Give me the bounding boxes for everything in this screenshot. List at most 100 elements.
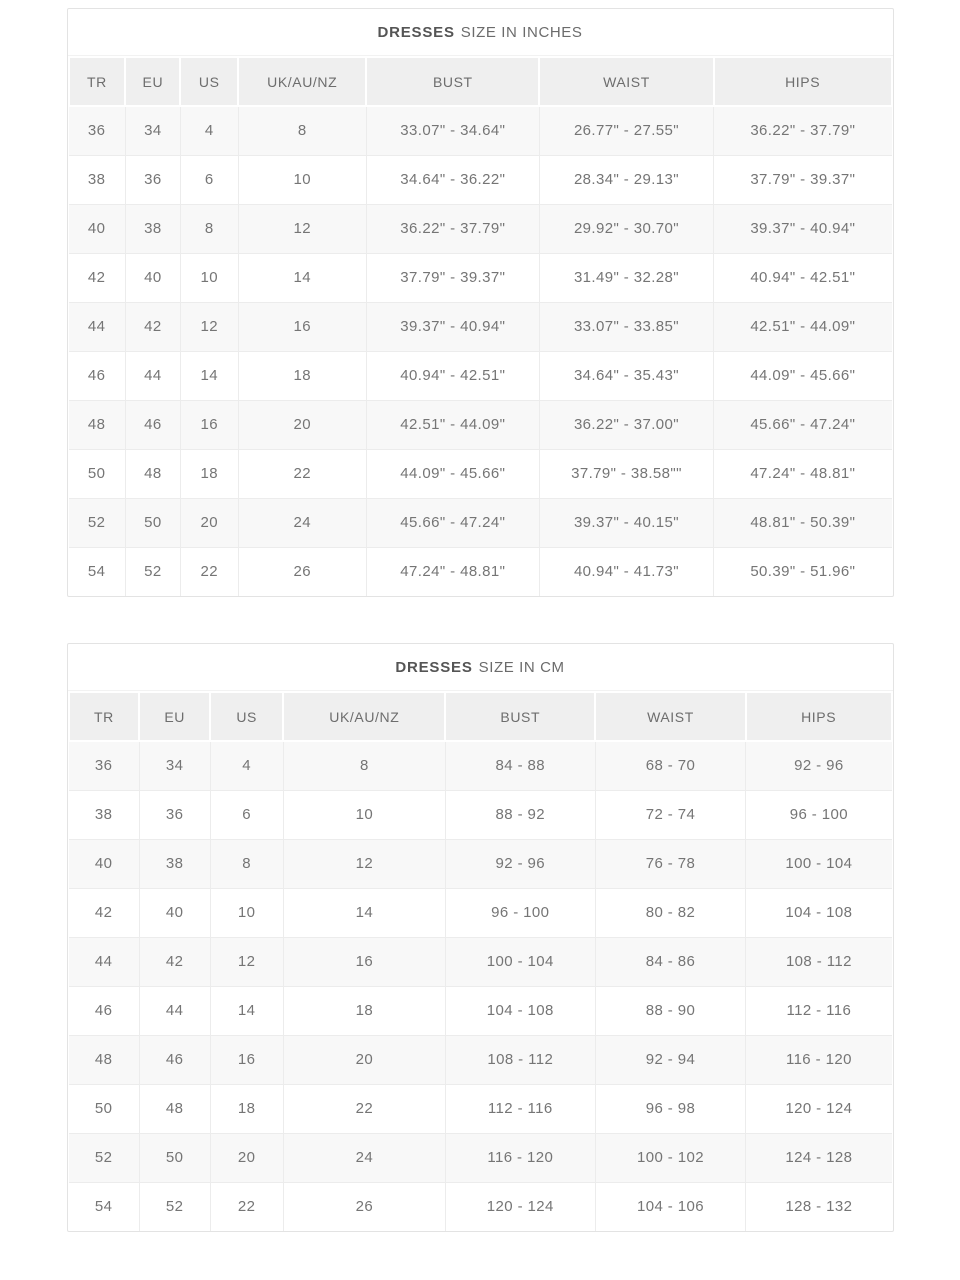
table-cell: 48 <box>68 1034 140 1085</box>
table-cell: 47.24" - 48.81" <box>365 546 540 596</box>
table-cell: 96 - 100 <box>745 789 892 840</box>
table-row: 48 46 16 20 108 - 112 92 - 94 116 - 120 <box>68 1034 892 1085</box>
table-cell: 38 <box>124 203 181 254</box>
table-cell: 10 <box>209 887 284 938</box>
table-cell: 12 <box>282 838 446 889</box>
table-cell: 124 - 128 <box>745 1132 892 1183</box>
table-cell: 128 - 132 <box>745 1181 892 1231</box>
size-table-cm: TR EU US UK/AU/NZ BUST WAIST HIPS 36 34 4 8 84 - 8… <box>67 691 893 1231</box>
table-cell: 116 - 120 <box>444 1132 596 1183</box>
table-cell: 34.64" - 36.22" <box>365 154 540 205</box>
table-cell: 48 <box>68 399 126 450</box>
table-cell: 16 <box>209 1034 284 1085</box>
table-cell: 104 - 106 <box>594 1181 747 1231</box>
table-cell: 20 <box>179 497 239 548</box>
column-header: US <box>179 56 240 107</box>
table-cell: 36.22" - 37.79" <box>713 105 892 156</box>
table-cell: 44 <box>68 936 140 987</box>
table-cell: 42.51" - 44.09" <box>713 301 892 352</box>
column-header: TR <box>67 691 141 742</box>
table-row: 52 50 20 24 116 - 120 100 - 102 124 - 128 <box>68 1132 892 1183</box>
table-cell: 68 - 70 <box>594 740 747 791</box>
table-row: 42 40 10 14 37.79" - 39.37" 31.49" - 32.28" 40… <box>68 252 892 303</box>
table-cell: 38 <box>138 838 211 889</box>
table-cell: 22 <box>209 1181 284 1231</box>
table-cell: 39.37" - 40.15" <box>538 497 715 548</box>
table-cell: 42 <box>124 301 181 352</box>
table-cell: 45.66" - 47.24" <box>713 399 892 450</box>
table-row: 44 42 12 16 39.37" - 40.94" 33.07" - 33.85" 42… <box>68 301 892 352</box>
table-row: 50 48 18 22 44.09" - 45.66" 37.79" - 38.58"" 4… <box>68 448 892 499</box>
table-cell: 44 <box>68 301 126 352</box>
table-cell: 29.92" - 30.70" <box>538 203 715 254</box>
table-title-inches: DRESSES SIZE IN INCHES <box>67 9 893 56</box>
table-cell: 100 - 102 <box>594 1132 747 1183</box>
table-cell: 36.22" - 37.00" <box>538 399 715 450</box>
column-header: EU <box>124 56 182 107</box>
table-cell: 6 <box>179 154 239 205</box>
table-row: 44 42 12 16 100 - 104 84 - 86 108 - 112 <box>68 936 892 987</box>
table-row: 42 40 10 14 96 - 100 80 - 82 104 - 108 <box>68 887 892 938</box>
table-cell: 120 - 124 <box>444 1181 596 1231</box>
table-cell: 40 <box>124 252 181 303</box>
table-row: 40 38 8 12 36.22" - 37.79" 29.92" - 30.70" 39.… <box>68 203 892 254</box>
table-title-unit: SIZE IN INCHES <box>460 23 583 41</box>
column-header: EU <box>138 691 212 742</box>
table-cell: 14 <box>237 252 367 303</box>
table-cell: 44 <box>124 350 181 401</box>
table-cell: 36 <box>68 740 140 791</box>
table-cell: 52 <box>138 1181 211 1231</box>
table-cell: 18 <box>282 985 446 1036</box>
table-row: 38 36 6 10 34.64" - 36.22" 28.34" - 29.13" 37.… <box>68 154 892 205</box>
table-cell: 22 <box>282 1083 446 1134</box>
table-cell: 76 - 78 <box>594 838 747 889</box>
size-table-cm-section: DRESSES SIZE IN CM TR EU US UK/AU/NZ BUST WAI… <box>66 643 894 1232</box>
table-cell: 46 <box>68 350 126 401</box>
table-cell: 34.64" - 35.43" <box>538 350 715 401</box>
table-cell: 50 <box>138 1132 211 1183</box>
table-cell: 96 - 98 <box>594 1083 747 1134</box>
column-header: UK/AU/NZ <box>237 56 368 107</box>
table-cell: 47.24" - 48.81" <box>713 448 892 499</box>
table-cell: 39.37" - 40.94" <box>365 301 540 352</box>
table-row: 48 46 16 20 42.51" - 44.09" 36.22" - 37.00" 45… <box>68 399 892 450</box>
table-row: 54 52 22 26 120 - 124 104 - 106 128 - 132 <box>68 1181 892 1231</box>
table-row: 54 52 22 26 47.24" - 48.81" 40.94" - 41.73" 50… <box>68 546 892 596</box>
column-header: HIPS <box>712 56 893 107</box>
table-row: 46 44 14 18 104 - 108 88 - 90 112 - 116 <box>68 985 892 1036</box>
table-cell: 38 <box>68 789 140 840</box>
table-cell: 42 <box>68 252 126 303</box>
table-cell: 104 - 108 <box>745 887 892 938</box>
column-header: BUST <box>444 691 597 742</box>
table-cell: 50 <box>68 1083 140 1134</box>
table-cell: 40 <box>138 887 211 938</box>
table-cell: 48 <box>124 448 181 499</box>
table-cell: 10 <box>179 252 239 303</box>
table-cell: 10 <box>237 154 367 205</box>
table-cell: 31.49" - 32.28" <box>538 252 715 303</box>
table-cell: 100 - 104 <box>745 838 892 889</box>
table-cell: 54 <box>68 1181 140 1231</box>
table-title-cm: DRESSES SIZE IN CM <box>67 644 893 691</box>
table-cell: 40.94" - 41.73" <box>538 546 715 596</box>
table-cell: 8 <box>179 203 239 254</box>
table-cell: 18 <box>179 448 239 499</box>
table-cell: 92 - 96 <box>444 838 596 889</box>
table-cell: 104 - 108 <box>444 985 596 1036</box>
table-cell: 22 <box>237 448 367 499</box>
table-cell: 84 - 86 <box>594 936 747 987</box>
table-cell: 40.94" - 42.51" <box>713 252 892 303</box>
table-cell: 72 - 74 <box>594 789 747 840</box>
column-header: HIPS <box>744 691 893 742</box>
table-cell: 112 - 116 <box>745 985 892 1036</box>
table-cell: 92 - 96 <box>745 740 892 791</box>
table-cell: 22 <box>179 546 239 596</box>
table-cell: 12 <box>209 936 284 987</box>
header-row: TR EU US UK/AU/NZ BUST WAIST HIPS <box>67 691 893 742</box>
table-cell: 52 <box>68 1132 140 1183</box>
table-cell: 42 <box>138 936 211 987</box>
table-title-unit: SIZE IN CM <box>478 658 565 676</box>
table-cell: 8 <box>282 740 446 791</box>
table-cell: 84 - 88 <box>444 740 596 791</box>
